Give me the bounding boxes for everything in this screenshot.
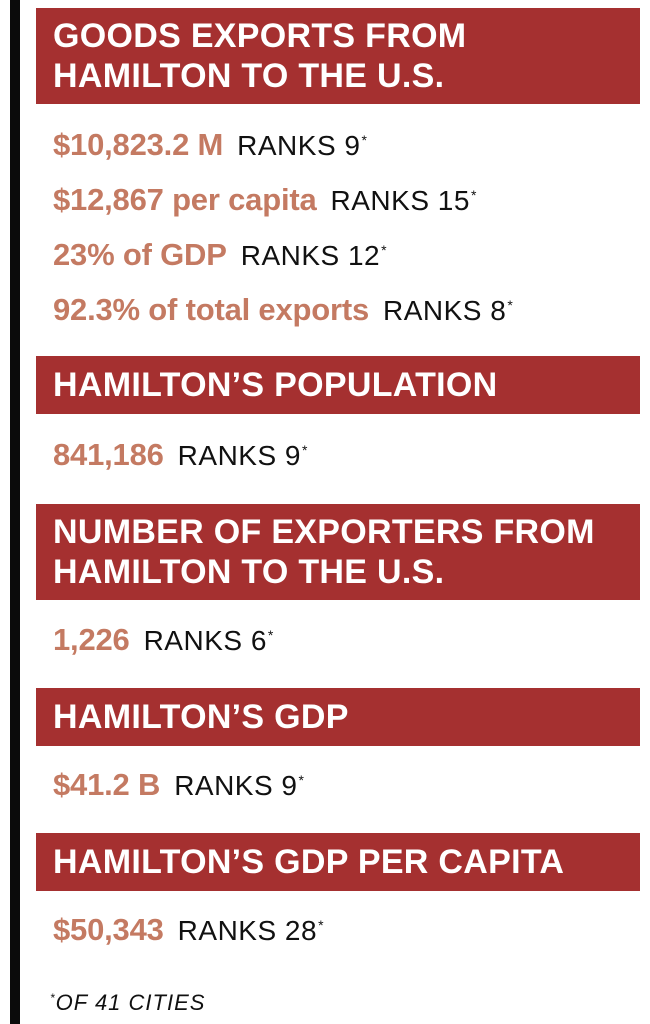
section-heading-population: HAMILTON’S POPULATION <box>36 356 640 414</box>
stat-row-exports-share-total: 92.3% of total exports RANKS 8* <box>53 285 513 336</box>
asterisk: * <box>50 991 56 1005</box>
asterisk: * <box>507 297 514 313</box>
stat-rank: RANKS 15* <box>330 185 477 216</box>
stat-row-exports-per-capita: $12,867 per capita RANKS 15* <box>53 175 477 226</box>
section-heading-goods-exports: GOODS EXPORTS FROM HAMILTON TO THE U.S. <box>36 8 640 104</box>
heading-line: HAMILTON TO THE U.S. <box>53 553 445 591</box>
stat-row-exports-total: $10,823.2 M RANKS 9* <box>53 120 367 171</box>
heading-line: NUMBER OF EXPORTERS FROM <box>53 513 595 551</box>
footnote-text: OF 41 CITIES <box>55 990 206 1015</box>
stat-rank: RANKS 9* <box>237 130 368 161</box>
heading-line: HAMILTON’S GDP <box>53 698 349 736</box>
stat-value: 841,186 <box>53 437 164 472</box>
asterisk: * <box>381 242 388 258</box>
section-heading-exporters: NUMBER OF EXPORTERS FROM HAMILTON TO THE… <box>36 504 640 600</box>
asterisk: * <box>267 627 274 643</box>
heading-line: HAMILTON’S POPULATION <box>53 366 498 404</box>
heading-line: HAMILTON’S GDP PER CAPITA <box>53 843 565 881</box>
asterisk: * <box>470 187 477 203</box>
stat-rank: RANKS 6* <box>143 625 274 656</box>
asterisk: * <box>298 772 305 788</box>
stat-row-gdp-per-capita: $50,343 RANKS 28* <box>53 905 324 956</box>
stat-value: $12,867 per capita <box>53 182 317 217</box>
stat-rank: RANKS 28* <box>177 915 325 946</box>
stat-row-population: 841,186 RANKS 9* <box>53 430 308 481</box>
stat-value: 23% of GDP <box>53 237 227 272</box>
asterisk: * <box>318 917 325 933</box>
asterisk: * <box>302 442 308 458</box>
stat-value: 92.3% of total exports <box>53 292 370 327</box>
section-heading-gdp: HAMILTON’S GDP <box>36 688 640 746</box>
stat-value: $50,343 <box>53 912 164 947</box>
stat-rank: RANKS 8* <box>383 295 514 326</box>
stat-value: $41.2 B <box>53 767 161 802</box>
section-heading-gdp-per-capita: HAMILTON’S GDP PER CAPITA <box>36 833 640 891</box>
heading-line: HAMILTON TO THE U.S. <box>53 57 445 95</box>
stat-row-gdp: $41.2 B RANKS 9* <box>53 760 304 811</box>
heading-line: GOODS EXPORTS FROM <box>53 17 467 55</box>
footnote: *OF 41 CITIES <box>50 990 205 1016</box>
stat-value: $10,823.2 M <box>53 127 224 162</box>
stat-rank: RANKS 9* <box>174 770 305 801</box>
stat-row-exporters: 1,226 RANKS 6* <box>53 615 274 666</box>
stat-value: 1,226 <box>53 622 130 657</box>
left-vertical-rule <box>10 0 20 1024</box>
stat-rank: RANKS 12* <box>240 240 388 271</box>
stat-rank: RANKS 9* <box>177 440 308 471</box>
stat-row-exports-share-gdp: 23% of GDP RANKS 12* <box>53 230 387 281</box>
asterisk: * <box>361 132 368 148</box>
